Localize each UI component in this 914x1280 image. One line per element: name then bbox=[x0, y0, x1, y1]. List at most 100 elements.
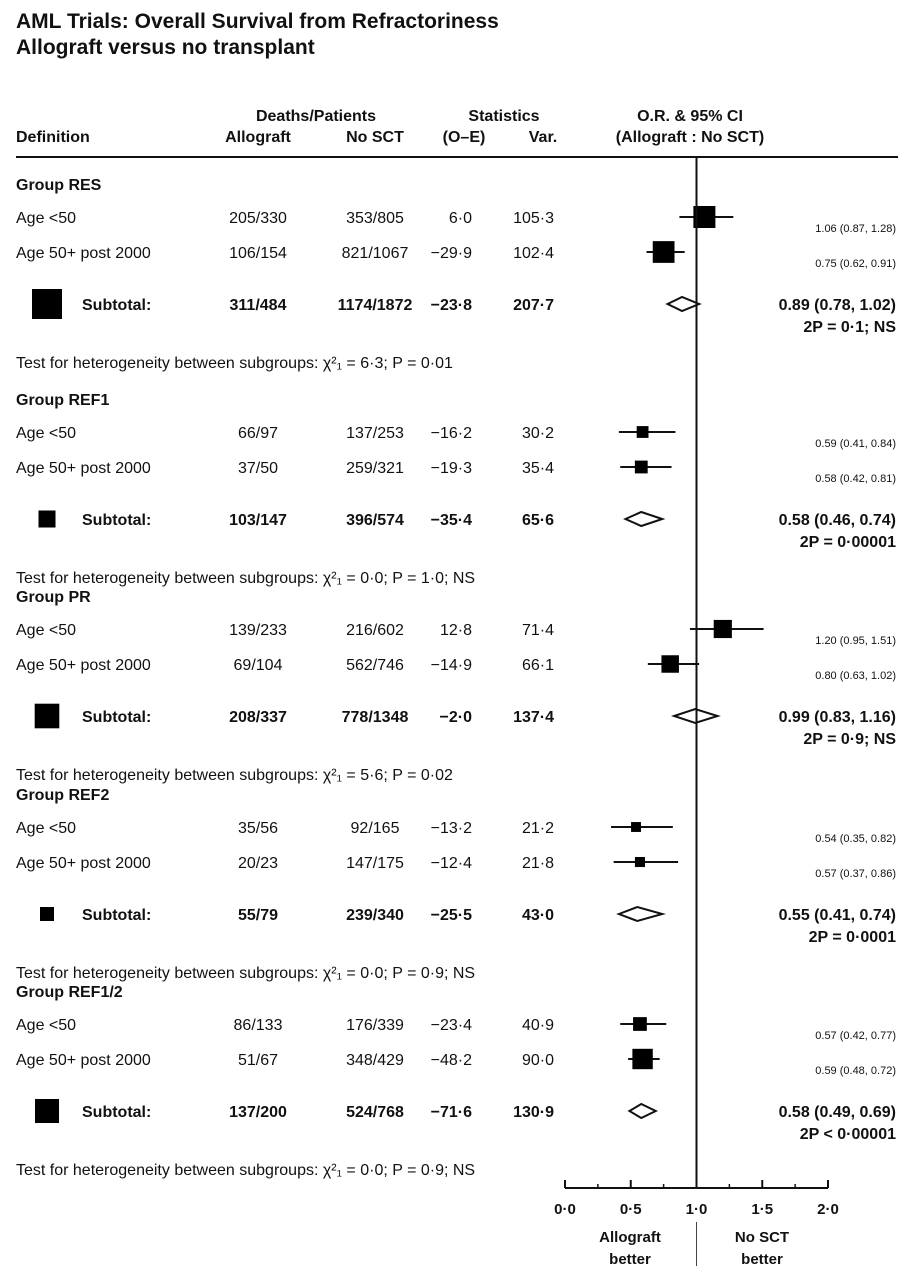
allograft-better-label: Allograft bbox=[599, 1229, 661, 1246]
cell-oe: −19·3 bbox=[431, 460, 472, 477]
no-sct-better-label-2: better bbox=[741, 1251, 783, 1268]
group-title: Group RES bbox=[16, 177, 102, 194]
chart-title: AML Trials: Overall Survival from Refrac… bbox=[16, 10, 499, 33]
subtotal-weight-square bbox=[40, 907, 54, 921]
cell-var: 21·8 bbox=[522, 855, 554, 872]
row-label: Age <50 bbox=[16, 210, 76, 227]
cell-var: 30·2 bbox=[522, 425, 554, 442]
row-label: Age <50 bbox=[16, 425, 76, 442]
row-label: Age 50+ post 2000 bbox=[16, 245, 151, 262]
axis-tick-label: 1·0 bbox=[686, 1201, 708, 1218]
cell-allograft: 37/50 bbox=[238, 460, 278, 477]
header-allograft: Allograft bbox=[225, 129, 291, 146]
cell-var: 21·2 bbox=[522, 820, 554, 837]
cell-var: 66·1 bbox=[522, 657, 554, 674]
subtotal-weight-square bbox=[34, 703, 60, 729]
subtotal-ci-text: 0.58 (0.49, 0.69) bbox=[779, 1104, 896, 1121]
subtotal-var: 65·6 bbox=[522, 512, 554, 529]
ci-text: 0.59 (0.48, 0.72) bbox=[815, 1065, 896, 1077]
estimate-square bbox=[634, 856, 645, 868]
axis-tick-label: 0·0 bbox=[554, 1201, 576, 1218]
subtotal-allograft: 208/337 bbox=[229, 709, 287, 726]
heterogeneity-test: Test for heterogeneity between subgroups… bbox=[16, 570, 475, 587]
subtotal-var: 43·0 bbox=[522, 907, 554, 924]
cell-oe: 6·0 bbox=[449, 210, 472, 227]
cell-allograft: 66/97 bbox=[238, 425, 278, 442]
subtotal-allograft: 103/147 bbox=[229, 512, 287, 529]
cell-allograft: 69/104 bbox=[234, 657, 283, 674]
heterogeneity-test: Test for heterogeneity between subgroups… bbox=[16, 965, 475, 982]
cell-no-sct: 348/429 bbox=[346, 1052, 404, 1069]
estimate-square bbox=[713, 619, 732, 639]
estimate-square bbox=[661, 655, 679, 673]
subtotal-weight-square bbox=[34, 1098, 60, 1124]
group-title: Group REF1/2 bbox=[16, 984, 123, 1001]
ci-text: 0.80 (0.63, 1.02) bbox=[815, 670, 896, 682]
cell-var: 40·9 bbox=[522, 1017, 554, 1034]
row-label: Age 50+ post 2000 bbox=[16, 1052, 151, 1069]
cell-no-sct: 176/339 bbox=[346, 1017, 404, 1034]
cell-var: 35·4 bbox=[522, 460, 554, 477]
subtotal-label: Subtotal: bbox=[82, 512, 151, 529]
cell-no-sct: 216/602 bbox=[346, 622, 404, 639]
cell-oe: −16·2 bbox=[431, 425, 472, 442]
row-label: Age <50 bbox=[16, 820, 76, 837]
subtotal-weight-square bbox=[38, 510, 56, 528]
subtotal-allograft: 55/79 bbox=[238, 907, 278, 924]
subtotal-no-sct: 778/1348 bbox=[342, 709, 409, 726]
axis-tick-label: 0·5 bbox=[620, 1201, 642, 1218]
subtotal-label: Subtotal: bbox=[82, 297, 151, 314]
subtotal-ci-text: 0.89 (0.78, 1.02) bbox=[779, 297, 896, 314]
chart-subtitle: Allograft versus no transplant bbox=[16, 36, 315, 59]
no-sct-better-label: No SCT bbox=[735, 1229, 789, 1246]
subtotal-allograft: 311/484 bbox=[230, 297, 287, 314]
subtotal-p-value: 2P = 0·00001 bbox=[800, 534, 896, 551]
header-definition: Definition bbox=[16, 129, 90, 146]
cell-no-sct: 137/253 bbox=[346, 425, 404, 442]
cell-oe: 12·8 bbox=[440, 622, 472, 639]
row-label: Age 50+ post 2000 bbox=[16, 460, 151, 477]
subtotal-weight-square bbox=[32, 289, 62, 319]
estimate-square bbox=[631, 822, 641, 832]
cell-oe: −12·4 bbox=[431, 855, 472, 872]
subtotal-oe: −25·5 bbox=[431, 907, 472, 924]
cell-oe: −14·9 bbox=[431, 657, 472, 674]
header-statistics: Statistics bbox=[468, 108, 539, 125]
ci-text: 0.58 (0.42, 0.81) bbox=[815, 473, 896, 485]
cell-no-sct: 562/746 bbox=[346, 657, 404, 674]
subtotal-no-sct: 1174/1872 bbox=[338, 297, 413, 314]
subtotal-label: Subtotal: bbox=[82, 709, 151, 726]
cell-allograft: 20/23 bbox=[238, 855, 278, 872]
ci-text: 0.59 (0.41, 0.84) bbox=[815, 438, 896, 450]
cell-var: 90·0 bbox=[522, 1052, 554, 1069]
heterogeneity-test: Test for heterogeneity between subgroups… bbox=[16, 767, 453, 784]
cell-var: 105·3 bbox=[513, 210, 554, 227]
estimate-square bbox=[693, 206, 716, 228]
row-label: Age <50 bbox=[16, 622, 76, 639]
estimate-square bbox=[633, 1017, 647, 1031]
cell-no-sct: 259/321 bbox=[346, 460, 404, 477]
ci-text: 1.20 (0.95, 1.51) bbox=[815, 635, 896, 647]
ci-text: 1.06 (0.87, 1.28) bbox=[815, 223, 896, 235]
subtotal-diamond bbox=[616, 905, 667, 923]
heterogeneity-test: Test for heterogeneity between subgroups… bbox=[16, 355, 453, 372]
group-title: Group REF1 bbox=[16, 392, 109, 409]
subtotal-p-value: 2P = 0·9; NS bbox=[803, 731, 896, 748]
subtotal-p-value: 2P = 0·1; NS bbox=[803, 319, 896, 336]
ci-text: 0.57 (0.42, 0.77) bbox=[815, 1030, 896, 1042]
ci-text: 0.75 (0.62, 0.91) bbox=[815, 258, 896, 270]
subtotal-oe: −71·6 bbox=[431, 1104, 472, 1121]
cell-var: 102·4 bbox=[513, 245, 554, 262]
cell-oe: −13·2 bbox=[431, 820, 472, 837]
axis-tick-label: 1·5 bbox=[751, 1201, 773, 1218]
estimate-square bbox=[632, 1048, 653, 1070]
subtotal-no-sct: 396/574 bbox=[346, 512, 404, 529]
subtotal-label: Subtotal: bbox=[82, 907, 151, 924]
forest-body: Group RES Age <50 205/330 353/805 6·0 105·3 1.… bbox=[16, 177, 896, 1179]
group-title: Group REF2 bbox=[16, 787, 109, 804]
subtotal-diamond bbox=[623, 510, 666, 528]
subtotal-var: 207·7 bbox=[513, 297, 554, 314]
cell-no-sct: 353/805 bbox=[346, 210, 404, 227]
estimate-square bbox=[634, 460, 648, 474]
